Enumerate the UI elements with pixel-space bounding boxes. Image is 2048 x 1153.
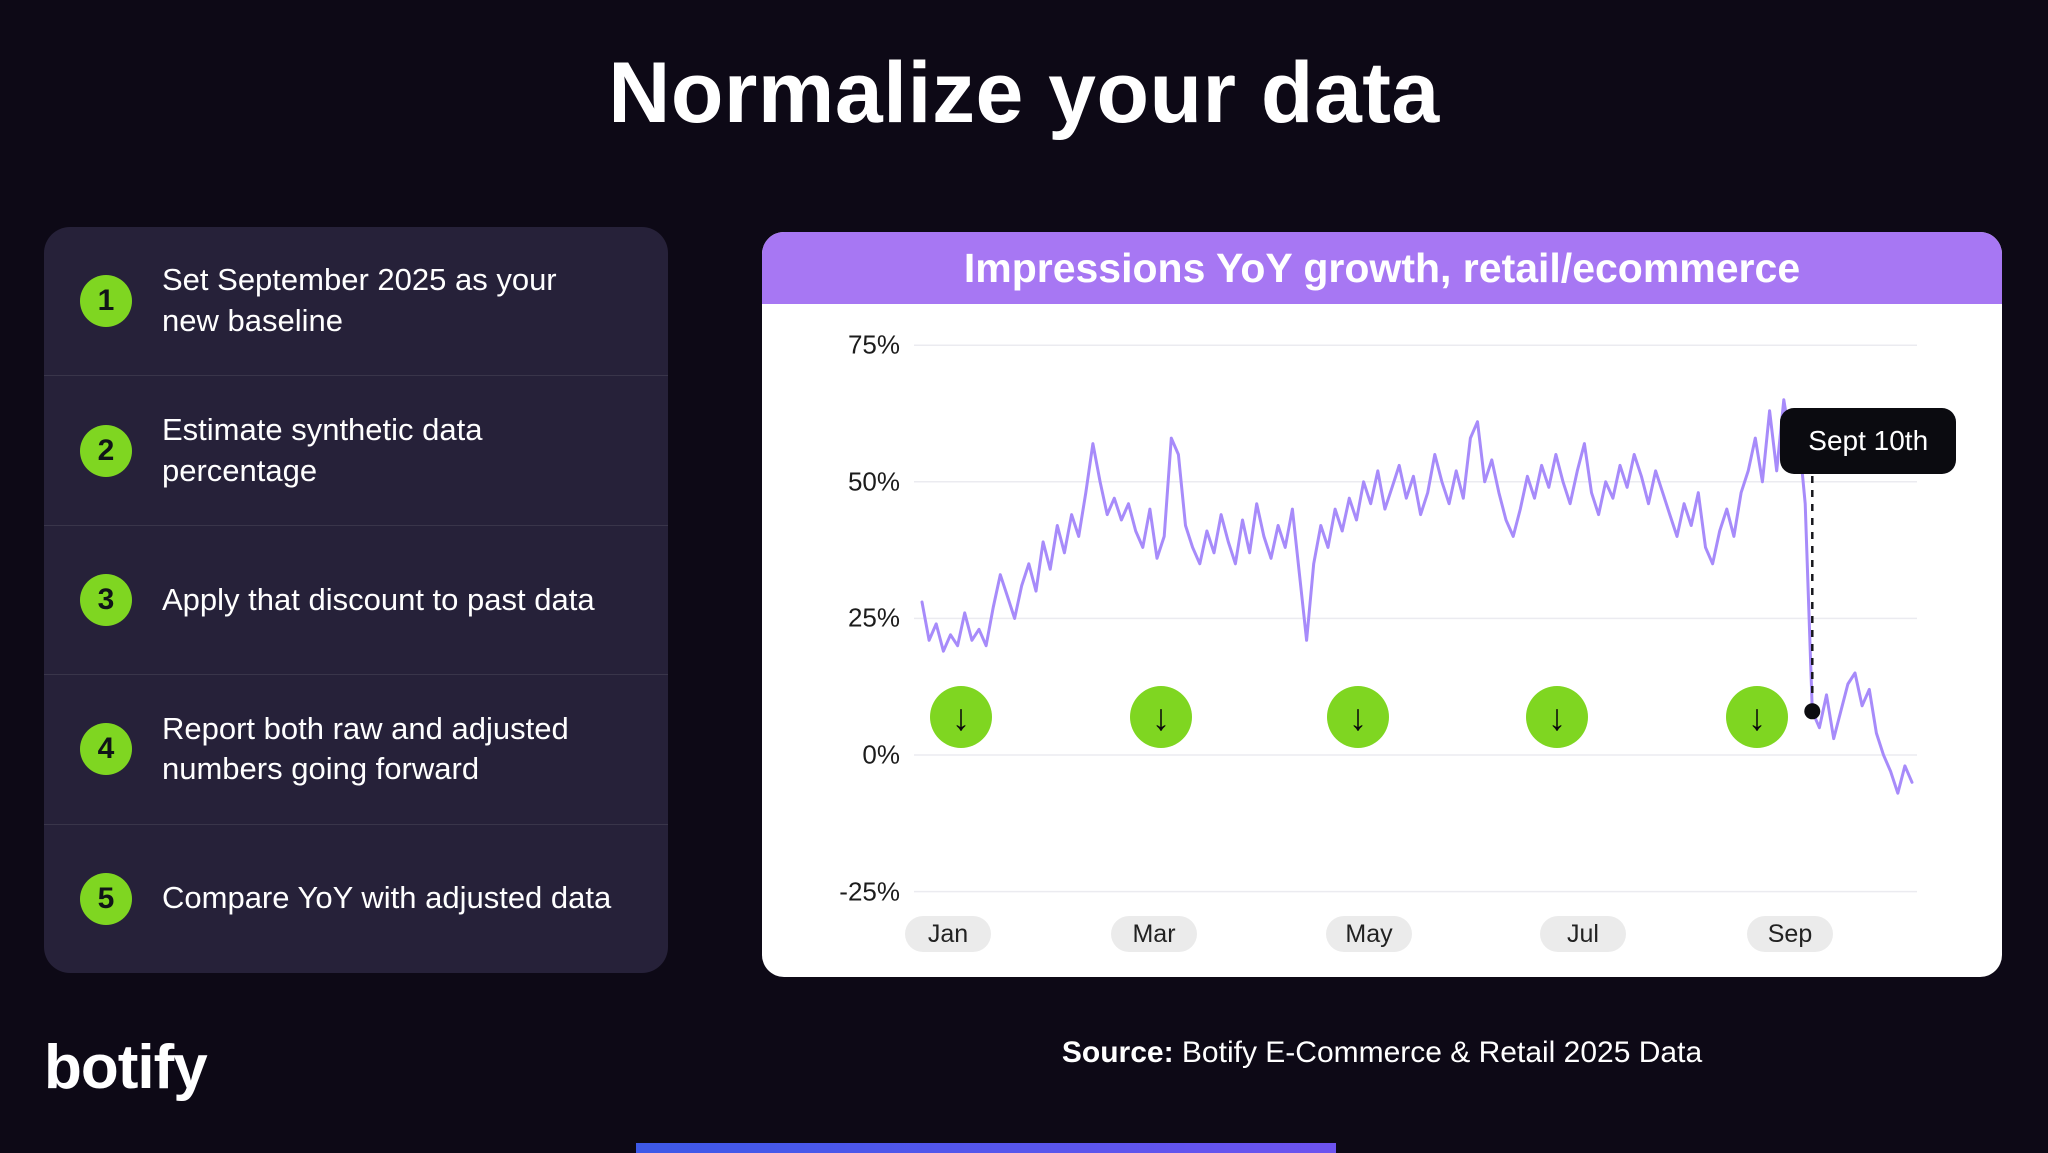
step-item: 1 Set September 2025 as your new baselin… bbox=[44, 227, 668, 375]
line-chart bbox=[914, 344, 1917, 893]
download-arrow-marker: ↓ bbox=[1130, 686, 1192, 748]
source-caption: Source: Botify E-Commerce & Retail 2025 … bbox=[762, 1036, 2002, 1070]
arrow-down-icon: ↓ bbox=[1151, 696, 1171, 738]
step-number-badge: 2 bbox=[80, 424, 132, 477]
download-arrow-marker: ↓ bbox=[1726, 686, 1788, 748]
step-text: Estimate synthetic data percentage bbox=[162, 411, 483, 488]
y-axis-tick-label: -25% bbox=[839, 876, 900, 907]
source-label: Source: bbox=[1061, 1036, 1174, 1069]
arrow-down-icon: ↓ bbox=[951, 696, 971, 738]
step-item: 2 Estimate synthetic data percentage bbox=[44, 375, 668, 524]
annotation-tooltip: Sept 10th bbox=[1780, 408, 1957, 474]
month-pill-mar[interactable]: Mar bbox=[1111, 916, 1197, 952]
page-title: Normalize your data bbox=[608, 45, 1440, 141]
arrow-down-icon: ↓ bbox=[1747, 696, 1767, 738]
y-axis-tick-label: 75% bbox=[847, 329, 900, 360]
step-number-badge: 4 bbox=[80, 723, 132, 776]
month-pill-jan[interactable]: Jan bbox=[905, 916, 991, 952]
steps-card: 1 Set September 2025 as your new baselin… bbox=[44, 227, 668, 973]
month-pill-sep[interactable]: Sep bbox=[1747, 916, 1833, 952]
download-arrow-marker: ↓ bbox=[1526, 686, 1588, 748]
step-item: 5 Compare YoY with adjusted data bbox=[44, 823, 668, 973]
step-text: Apply that discount to past data bbox=[162, 581, 595, 617]
step-text: Compare YoY with adjusted data bbox=[162, 880, 612, 916]
y-axis-tick-label: 0% bbox=[862, 739, 900, 770]
step-number-badge: 5 bbox=[80, 872, 132, 925]
bottom-accent-bar bbox=[636, 1143, 1336, 1153]
arrow-down-icon: ↓ bbox=[1348, 696, 1368, 738]
step-item: 3 Apply that discount to past data bbox=[44, 524, 668, 674]
source-text: Botify E-Commerce & Retail 2025 Data bbox=[1173, 1036, 1703, 1069]
download-arrow-marker: ↓ bbox=[1327, 686, 1389, 748]
botify-logo: botify bbox=[44, 1033, 208, 1102]
step-item: 4 Report both raw and adjusted numbers g… bbox=[44, 674, 668, 823]
month-pill-may[interactable]: May bbox=[1326, 916, 1412, 952]
download-arrow-marker: ↓ bbox=[930, 686, 992, 748]
y-axis-tick-label: 50% bbox=[847, 466, 900, 497]
month-pill-jul[interactable]: Jul bbox=[1540, 916, 1626, 952]
step-number-badge: 1 bbox=[80, 275, 132, 328]
step-text: Set September 2025 as your new baseline bbox=[162, 262, 557, 339]
chart-card: Impressions YoY growth, retail/ecommerce… bbox=[762, 232, 2002, 977]
arrow-down-icon: ↓ bbox=[1547, 696, 1567, 738]
y-axis-tick-label: 25% bbox=[847, 602, 900, 633]
chart-title: Impressions YoY growth, retail/ecommerce bbox=[762, 232, 2002, 304]
step-text: Report both raw and adjusted numbers goi… bbox=[162, 710, 569, 787]
step-number-badge: 3 bbox=[80, 574, 132, 627]
